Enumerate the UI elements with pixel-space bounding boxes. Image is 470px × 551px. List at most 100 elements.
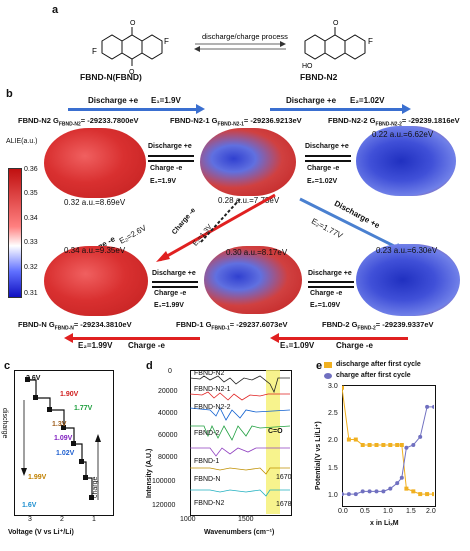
esp-surface-fbnd-n2	[44, 128, 146, 198]
peak-1670: 1670	[276, 474, 292, 481]
data-point	[367, 489, 372, 494]
eq2-e: E₂=1.02V	[307, 178, 338, 185]
anno-030: 0.30 a.u.=8.17eV	[226, 248, 288, 257]
data-point	[399, 443, 404, 447]
c-xtick: 3	[28, 516, 32, 523]
c-xtick: 1	[92, 516, 96, 523]
data-point	[418, 492, 423, 497]
e-ylabel: Potential(V vs Li/Li⁺)	[315, 421, 322, 490]
d-ytick: 100000	[152, 478, 176, 485]
eq4-charge: Charge -e	[310, 290, 343, 297]
level-177: 1.77V	[74, 405, 93, 412]
data-point	[342, 492, 344, 497]
eq1-e: E₁=1.9V	[150, 178, 177, 185]
anno-032: 0.32 a.u.=8.69eV	[64, 198, 126, 207]
data-point	[404, 486, 409, 491]
g-fbnd-n21: FBND-N2-1 GFBND-N2-1= -29236.9213eV	[170, 116, 302, 128]
d-ytick: 80000	[158, 454, 178, 461]
data-point	[395, 443, 400, 447]
data-point	[381, 489, 386, 494]
e2-top: E₂=1.02V	[350, 96, 385, 105]
eq4-e: E₂=1.09V	[310, 302, 341, 309]
colorbar	[8, 168, 22, 298]
e-ytick: 1.5	[328, 465, 338, 472]
trace-label: FBND-N2-2	[194, 404, 231, 411]
e-xlabel: x in LiₓM	[370, 520, 399, 527]
mol-right-name: FBND-N2	[300, 72, 338, 82]
bottom-arrow-2-head	[270, 333, 279, 343]
eq1-arrow-back	[148, 160, 194, 162]
top-arrow-1-head	[196, 104, 205, 114]
ir-traces	[190, 375, 290, 497]
anno-023: 0.23 a.u.=6.30eV	[376, 246, 438, 255]
e-ytick: 1.0	[328, 492, 338, 499]
data-point	[395, 481, 400, 486]
g-fbnd-n2: FBND-N2 GFBND-N2= -29233.7800eV	[18, 116, 139, 128]
level-190: 1.90V	[60, 391, 79, 398]
legend-charge: charge after first cycle	[336, 372, 411, 379]
eq1-charge: Charge -e	[150, 165, 183, 172]
panel-c-label: c	[4, 360, 11, 372]
e-xtick: 1.5	[406, 508, 416, 515]
anno-022: 0.22 a.u.=6.62eV	[372, 130, 434, 139]
cb-tick: 0.32	[24, 264, 38, 271]
mol-left-structure	[101, 27, 163, 66]
panel-d-label: d	[146, 360, 153, 372]
level-26: 2.6V	[26, 375, 41, 382]
level-102: 1.02V	[56, 450, 75, 457]
top-arrow-2-head	[402, 104, 411, 114]
panel-a-label: a	[52, 4, 59, 16]
data-point	[346, 437, 351, 442]
eq3-arrow-back	[152, 286, 198, 288]
legend-charge-swatch	[324, 373, 332, 379]
panel-c-frame	[14, 370, 114, 516]
co-highlight	[266, 370, 280, 514]
panel-e-frame	[342, 385, 436, 507]
top-arrow-1	[68, 108, 198, 111]
trace-label: FBND-N	[194, 476, 221, 483]
data-point	[388, 443, 393, 447]
c-xlabel: Voltage (V vs Li⁺/Li)	[8, 529, 74, 536]
cb-tick: 0.36	[24, 166, 38, 173]
esp-surface-fbnd-n22	[356, 126, 456, 196]
data-point	[418, 434, 423, 439]
bottom-arrow-1-head	[64, 333, 73, 343]
eq1-arrow-fwd	[148, 155, 194, 157]
panel-a-molecules: F O O F discharge/charge process O HO F	[92, 20, 373, 76]
data-point	[432, 492, 434, 497]
esp-surface-fbnd2	[356, 244, 460, 316]
g-fbnd-n22: FBND-N2-2 GFBND-N2-2= -29239.1816eV	[328, 116, 460, 128]
discharge2-label: Discharge +e	[286, 96, 337, 105]
anno-034: 0.34 a.u.=9.35eV	[64, 246, 126, 255]
legend-discharge: discharge after first cycle	[336, 361, 421, 368]
panel-e-label: e	[316, 360, 323, 372]
alie-label: ALIE(a.u.)	[6, 138, 38, 145]
cb-tick: 0.33	[24, 239, 38, 246]
legend-discharge-swatch	[324, 362, 332, 368]
atom-ho: HO	[302, 63, 313, 70]
d-ytick: 20000	[158, 388, 178, 395]
e-xtick: 0.0	[338, 508, 348, 515]
trace-label: FBND-2	[194, 430, 220, 437]
eq2-charge: Charge -e	[307, 165, 340, 172]
e-xtick: 1.0	[383, 508, 393, 515]
trace-label: FBND-N2	[194, 370, 225, 377]
data-point	[374, 489, 379, 494]
panel-b-label: b	[6, 88, 13, 100]
co-label: C=O	[268, 428, 283, 435]
data-point	[411, 443, 416, 447]
eq1-discharge: Discharge +e	[148, 143, 192, 150]
discharge-vertical: discharge	[1, 408, 8, 439]
atom-f-right: F	[164, 37, 169, 46]
panel-d-frame	[190, 370, 292, 516]
data-point	[388, 486, 393, 491]
atom-o-right: O	[333, 20, 339, 27]
d-ytick: 60000	[158, 432, 178, 439]
d-xtick: 1000	[180, 516, 196, 523]
e-xtick: 0.5	[360, 508, 370, 515]
data-point	[411, 489, 416, 494]
atom-f-right2: F	[368, 37, 373, 46]
e-ytick: 2.5	[328, 410, 338, 417]
d-xlabel: Wavenumbers (cm⁻¹)	[204, 529, 275, 536]
data-point	[404, 445, 409, 450]
